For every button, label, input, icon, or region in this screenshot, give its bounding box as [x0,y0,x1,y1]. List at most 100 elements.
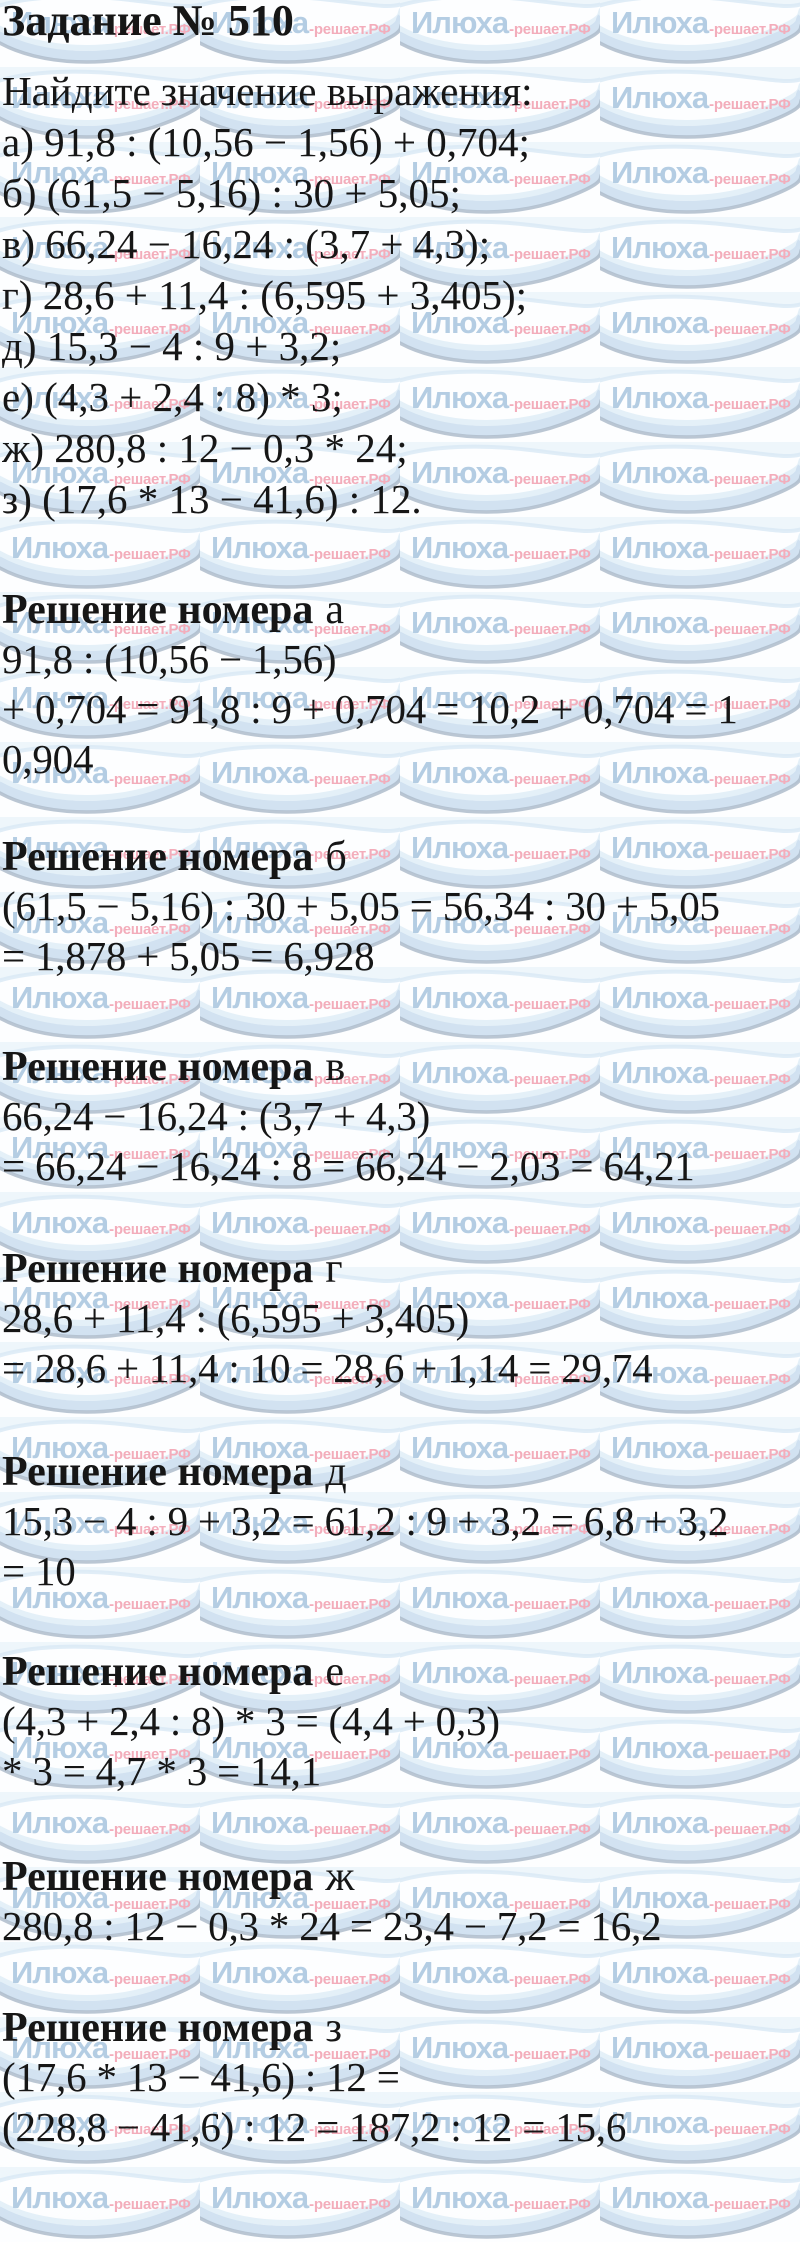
watermark-suffix: -решает.РФ [109,696,191,713]
solution-heading-text: Решение номера [2,587,314,633]
solution-line: 15,3 − 4 : 9 + 3,2 = 61,2 : 9 + 3,2 = 6,… [2,1498,729,1544]
watermark-suffix: -решает.РФ [309,2196,391,2213]
watermark-suffix: -решает.РФ [109,96,191,113]
watermark-suffix: -решает.РФ [109,1596,191,1613]
solution-heading: Решение номера з [2,2004,800,2052]
watermark-suffix: -решает.РФ [709,1821,791,1838]
watermark-brand: Илюха [11,1580,109,1615]
wave-pattern-icon [400,742,600,814]
watermark-suffix: -решает.РФ [309,1896,391,1913]
watermark-text: Илюха -решает.РФ [11,907,191,938]
watermark-suffix: -решает.РФ [509,546,591,563]
watermark-text: Илюха -решает.РФ [211,7,391,38]
content: Задание № 510 Найдите значение выражения… [2,0,800,2150]
watermark-brand: Илюха [611,5,709,40]
watermark-text: Илюха -решает.РФ [611,757,791,788]
watermark-brand: Илюха [211,680,309,715]
watermark-suffix: -решает.РФ [509,1521,591,1538]
watermark-text: Илюха -решает.РФ [11,682,191,713]
watermark-tile: Илюха -решает.РФ [400,1192,600,1267]
watermark-tile: Илюха -решает.РФ [200,367,400,442]
watermark-text: Илюха -решает.РФ [211,905,391,940]
wave-pattern-icon [200,1492,400,1564]
watermark-text: Илюха -решает.РФ [211,1057,391,1088]
watermark-tile: Илюха -решает.РФ [400,1867,600,1942]
watermark-brand: Илюха [11,1505,109,1540]
watermark-suffix: -решает.РФ [709,1371,791,1388]
watermark-suffix: -решает.РФ [309,1821,391,1838]
watermark-brand: Илюха [411,1955,509,1990]
watermark-text: Илюха -решает.РФ [11,1882,191,1913]
watermark-text: Илюха -решает.РФ [211,1957,391,1988]
watermark-suffix: -решает.РФ [509,1221,591,1238]
watermark-suffix: -решает.РФ [109,471,191,488]
watermark-text: Илюха -решает.РФ [611,1655,791,1690]
watermark-suffix: -решает.РФ [709,1746,791,1763]
solution-line: (228,8 − 41,6) : 12 = 187,2 : 12 = 15,6 [2,2104,627,2150]
wave-pattern-icon [0,367,200,439]
watermark-tile: Илюха -решает.РФ [200,1192,400,1267]
watermark-suffix: -решает.РФ [309,921,391,938]
watermark-tile: Илюха -решает.РФ [200,0,400,67]
wave-pattern-icon [200,2017,400,2089]
solution-block: Решение номера ж 280,8 : 12 − 0,3 * 24 = … [2,1853,800,1951]
watermark-brand: Илюха [611,1805,709,1840]
wave-pattern-icon [0,292,200,364]
watermark-tile: Илюха -решает.РФ [400,1717,600,1792]
watermark-text: Илюха -решает.РФ [411,682,591,713]
solution-lines: 280,8 : 12 − 0,3 * 24 = 23,4 − 7,2 = 16,… [2,1901,800,1951]
watermark-brand: Илюха [211,905,309,940]
wave-pattern-icon [400,1492,600,1564]
solution-lines: 66,24 − 16,24 : (3,7 + 4,3) = 66,24 − 16,… [2,1091,800,1191]
watermark-brand: Илюха [11,455,109,490]
watermark-brand: Илюха [611,1655,709,1690]
wave-pattern-icon [0,142,200,214]
watermark-brand: Илюха [11,1430,109,1465]
watermark-brand: Илюха [611,1955,709,1990]
watermark-suffix: -решает.РФ [109,1296,191,1313]
watermark-suffix: -решает.РФ [309,21,391,38]
wave-pattern-icon [0,667,200,739]
watermark-text: Илюха -решает.РФ [11,155,191,190]
watermark-suffix: -решает.РФ [109,396,191,413]
watermark-brand: Илюха [611,2030,709,2065]
solution-line: = 66,24 − 16,24 : 8 = 66,24 − 2,03 = 64,… [2,1143,695,1189]
watermark-brand: Илюха [211,1580,309,1615]
watermark-tile: Илюха -решает.РФ [0,0,200,67]
wave-pattern-icon [200,142,400,214]
watermark-suffix: -решает.РФ [309,1146,391,1163]
watermark-brand: Илюха [611,1055,709,1090]
solution-lines: 91,8 : (10,56 − 1,56) + 0,704 = 91,8 : 9 … [2,634,800,784]
watermark-suffix: -решает.РФ [309,171,391,188]
watermark-brand: Илюха [611,1730,709,1765]
watermark-tile: Илюха -решает.РФ [200,1417,400,1492]
watermark-tile: Илюха -решает.РФ [400,1342,600,1417]
wave-pattern-icon [200,442,400,514]
watermark-brand: Илюха [11,155,109,190]
watermark-suffix: -решает.РФ [709,321,791,338]
watermark-suffix: -решает.РФ [309,246,391,263]
watermark-suffix: -решает.РФ [109,921,191,938]
watermark-tile: Илюха -решает.РФ [400,142,600,217]
wave-pattern-icon [400,1417,600,1489]
watermark-brand: Илюха [411,1430,509,1465]
watermark-text: Илюха -решает.РФ [411,1805,591,1840]
watermark-brand: Илюха [411,155,509,190]
watermark-suffix: -решает.РФ [709,246,791,263]
watermark-brand: Илюха [611,530,709,565]
watermark-text: Илюха -решает.РФ [211,1882,391,1913]
watermark-tile: Илюха -решает.РФ [0,1342,200,1417]
watermark-text: Илюха -решает.РФ [611,1432,791,1463]
wave-pattern-icon [400,217,600,289]
watermark-brand: Илюха [611,2180,709,2215]
watermark-brand: Илюха [11,1655,109,1690]
watermark-text: Илюха -решает.РФ [211,680,391,715]
watermark-brand: Илюха [411,1805,509,1840]
watermark-text: Илюха -решает.РФ [211,457,391,488]
watermark-suffix: -решает.РФ [309,1596,391,1613]
watermark-suffix: -решает.РФ [309,1971,391,1988]
watermark-text: Илюха -решает.РФ [211,1657,391,1688]
watermark-brand: Илюха [611,305,709,340]
watermark-suffix: -решает.РФ [109,1821,191,1838]
watermark-tile: Илюха -решает.РФ [600,2167,800,2242]
